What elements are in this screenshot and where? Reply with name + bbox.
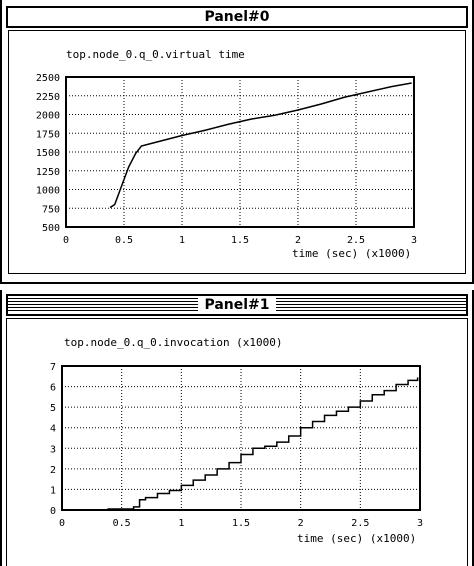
chart-0-xtick-label: 0: [63, 235, 69, 246]
chart-0-ytick-label: 1750: [36, 129, 60, 140]
chart-0-ytick-label: 1000: [36, 186, 60, 197]
chart-0-ytick-label: 2500: [36, 73, 60, 84]
chart-1-ytick-label: 3: [50, 444, 56, 455]
chart-1-xtick-label: 0: [59, 518, 65, 529]
chart-1-xlabel: time (sec) (x1000): [297, 532, 416, 545]
chart-0-ytick-label: 2000: [36, 111, 60, 122]
chart-1-title: top.node_0.q_0.invocation (x1000): [64, 336, 283, 349]
chart-0-xlabel: time (sec) (x1000): [292, 247, 411, 260]
chart-0-xtick-label: 0.5: [115, 235, 133, 246]
chart-0-ytick-label: 750: [42, 204, 60, 215]
chart-0-xtick-label: 2: [295, 235, 301, 246]
panel-1-title: Panel#1: [198, 297, 276, 313]
chart-1-xtick-label: 1.5: [232, 518, 250, 529]
chart-1-series-line: [107, 377, 419, 510]
chart-1-ytick-label: 6: [50, 383, 56, 394]
panel-0-titlebar[interactable]: Panel#0: [6, 6, 468, 28]
chart-0-plot-frame: [65, 76, 415, 228]
chart-0-ytick-label: 500: [42, 223, 60, 234]
panel-1-frame: [6, 318, 468, 566]
chart-1-ytick-label: 4: [50, 424, 56, 435]
chart-1-ytick-label: 7: [50, 362, 56, 373]
chart-0-xtick-label: 1: [179, 235, 185, 246]
chart-0-xtick-label: 3: [411, 235, 417, 246]
chart-1-xtick-label: 1: [178, 518, 184, 529]
chart-0-xtick-label: 1.5: [231, 235, 249, 246]
chart-1-xtick-label: 3: [417, 518, 423, 529]
chart-0-xtick-label: 2.5: [347, 235, 365, 246]
chart-0-ytick-label: 1250: [36, 167, 60, 178]
chart-1-xtick-label: 2: [298, 518, 304, 529]
chart-1-ytick-label: 1: [50, 485, 56, 496]
chart-1-xtick-label: 0.5: [113, 518, 131, 529]
chart-0-title: top.node_0.q_0.virtual time: [66, 48, 245, 61]
panel-1-titlebar[interactable]: Panel#1: [6, 294, 468, 316]
chart-1-xtick-label: 2.5: [351, 518, 369, 529]
chart-1-ytick-label: 0: [50, 506, 56, 517]
chart-0-ytick-label: 1500: [36, 148, 60, 159]
chart-1-ytick-label: 5: [50, 403, 56, 414]
chart-0-series-line: [109, 82, 412, 209]
panel-0: Panel#0: [0, 0, 474, 284]
panel-0-frame: [8, 30, 466, 274]
chart-0-ytick-label: 2250: [36, 92, 60, 103]
panel-1: Panel#1: [0, 290, 474, 566]
chart-1-ytick-label: 2: [50, 465, 56, 476]
panel-0-title: Panel#0: [198, 9, 276, 25]
chart-1-plot-frame: [61, 365, 421, 511]
